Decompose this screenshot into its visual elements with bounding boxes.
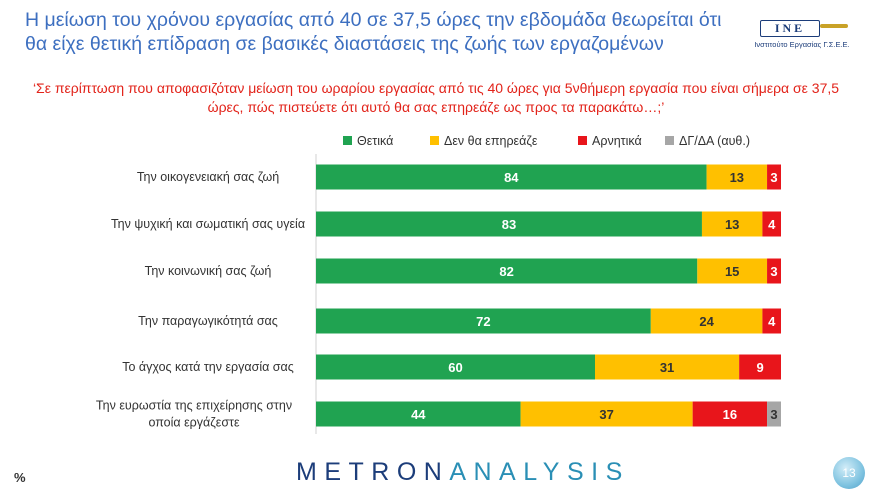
bar-segment bbox=[316, 164, 707, 190]
unit-label: % bbox=[14, 470, 26, 485]
data-label: 31 bbox=[660, 360, 674, 375]
survey-question: ‘Σε περίπτωση που αποφασιζόταν μείωση το… bbox=[32, 80, 840, 115]
data-label: 13 bbox=[730, 170, 744, 185]
data-label: 9 bbox=[756, 360, 763, 375]
bar-segment bbox=[692, 401, 768, 427]
bar-segment bbox=[316, 308, 651, 334]
bar-segment bbox=[701, 211, 763, 237]
bar-segment bbox=[316, 211, 702, 237]
bar-segment bbox=[762, 308, 781, 334]
bar-segment bbox=[316, 401, 521, 427]
data-label: 84 bbox=[504, 170, 519, 185]
category-label: Την οικογενειακή σας ζωή bbox=[137, 170, 279, 184]
legend-item-positive: Θετικά bbox=[343, 134, 393, 148]
category-label: Το άγχος κατά την εργασία σας bbox=[122, 360, 294, 374]
brand-part-1: METRON bbox=[296, 458, 450, 486]
ine-logo: ΙΝΕ Ινστιτούτο Εργασίας Γ.Σ.Ε.Ε. bbox=[746, 20, 858, 54]
legend-swatch bbox=[430, 136, 439, 145]
bar-segment bbox=[767, 164, 781, 190]
bar-segment bbox=[520, 401, 693, 427]
data-label: 82 bbox=[499, 264, 513, 279]
data-label: 3 bbox=[770, 170, 777, 185]
bar-segment bbox=[595, 354, 740, 380]
legend-item-dk-na: ΔΓ/ΔΑ (αυθ.) bbox=[665, 134, 750, 148]
data-label: 24 bbox=[699, 314, 714, 329]
bar-segment bbox=[316, 258, 698, 284]
data-label: 60 bbox=[448, 360, 462, 375]
metron-analysis-logo: METRONANALYSIS bbox=[296, 458, 630, 487]
data-label: 15 bbox=[725, 264, 739, 279]
bar-segment bbox=[762, 211, 781, 237]
data-label: 83 bbox=[502, 217, 516, 232]
data-label: 3 bbox=[770, 264, 777, 279]
legend-swatch bbox=[578, 136, 587, 145]
legend-label: Θετικά bbox=[357, 134, 394, 148]
data-label: 44 bbox=[411, 407, 426, 422]
bar-segment bbox=[767, 258, 781, 284]
legend-swatch bbox=[665, 136, 674, 145]
category-label: Την κοινωνική σας ζωή bbox=[145, 264, 272, 278]
data-label: 72 bbox=[476, 314, 490, 329]
legend-swatch bbox=[343, 136, 352, 145]
category-label: Την ευρωστία της επιχείρησης στην οποία ε… bbox=[96, 399, 292, 430]
data-label: 4 bbox=[768, 217, 776, 232]
bar-segment bbox=[767, 401, 781, 427]
data-label: 13 bbox=[725, 217, 739, 232]
bar-segment bbox=[316, 354, 595, 380]
data-label: 3 bbox=[770, 407, 777, 422]
legend-label: Δεν θα επηρεάζε bbox=[444, 134, 538, 148]
page-number-badge: 13 bbox=[833, 457, 865, 489]
category-label: Την παραγωγικότητά σας bbox=[138, 314, 278, 328]
data-label: 16 bbox=[723, 407, 737, 422]
page-title: Η μείωση του χρόνου εργασίας από 40 σε 3… bbox=[25, 9, 722, 55]
category-label: Την ψυχική και σωματική σας υγεία bbox=[111, 217, 305, 231]
ine-logo-text: Ινστιτούτο Εργασίας Γ.Σ.Ε.Ε. bbox=[754, 40, 850, 49]
chart-legend: Θετικά Δεν θα επηρεάζε Αρνητικά ΔΓ/ΔΑ (α… bbox=[0, 134, 872, 150]
brand-part-2: ANALYSIS bbox=[449, 458, 630, 486]
legend-item-no-effect: Δεν θα επηρεάζε bbox=[430, 134, 537, 148]
data-label: 4 bbox=[768, 314, 776, 329]
bar-segment bbox=[706, 164, 768, 190]
legend-label: ΔΓ/ΔΑ (αυθ.) bbox=[679, 134, 750, 148]
legend-label: Αρνητικά bbox=[592, 134, 642, 148]
bar-segment bbox=[697, 258, 768, 284]
data-label: 37 bbox=[599, 407, 613, 422]
legend-item-negative: Αρνητικά bbox=[578, 134, 642, 148]
bar-segment bbox=[739, 354, 781, 380]
pen-icon bbox=[820, 24, 848, 28]
ine-logo-mark: ΙΝΕ bbox=[760, 20, 820, 37]
bar-segment bbox=[650, 308, 763, 334]
